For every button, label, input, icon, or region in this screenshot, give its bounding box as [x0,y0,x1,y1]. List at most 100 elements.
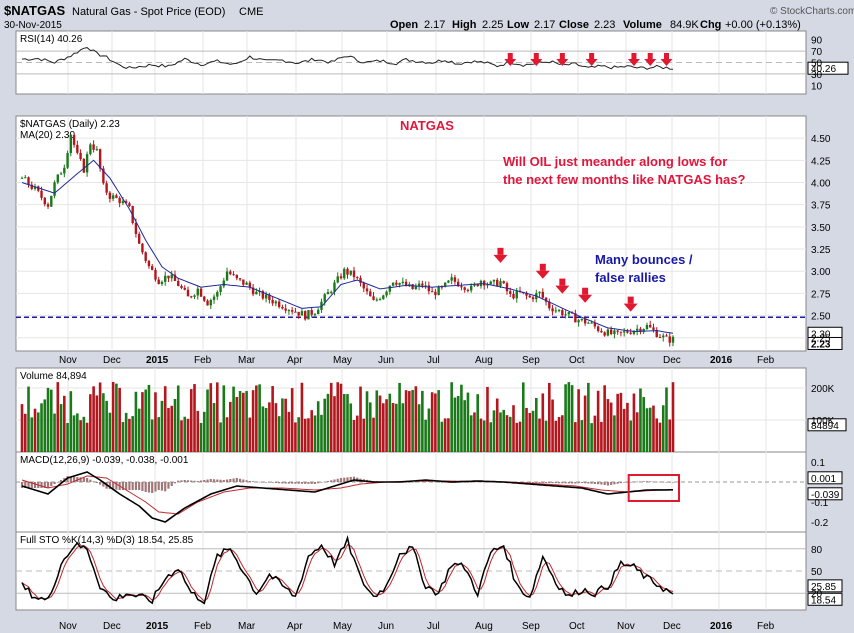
annotation-bounces-line1: Many bounces / [595,252,693,267]
x-axis-tick-label: Feb [194,621,212,632]
volume-bar [665,387,668,452]
macd-histogram-bar [626,482,629,483]
volume-bar [554,420,558,452]
candle-body [590,322,593,324]
candle-body [232,274,235,276]
price-last-value-box [807,336,843,350]
candle-body [271,299,274,304]
macd-histogram-bar [616,482,619,484]
macd-histogram-bar [333,479,336,482]
candle-body [264,294,268,299]
candle-body [141,243,144,253]
candle-body [505,283,509,292]
high-value: 2.25 [482,19,503,31]
macd-histogram-bar [186,480,190,482]
macd-histogram-bar [154,482,157,492]
candle-body [33,186,37,189]
candle-body [326,292,330,295]
candle-body [219,286,222,292]
candle-body [382,295,385,300]
x-axis-tick-label: May [333,621,352,632]
candle-body [453,277,457,282]
candle-body [671,336,675,343]
macd-histogram-bar [528,482,531,483]
rsi-down-arrow-head [556,59,569,66]
volume-bar [163,386,167,452]
candle-body [300,311,304,316]
x-axis-tick-label: Dec [663,621,681,632]
gridlines [16,31,806,610]
candle-body [499,281,502,287]
macd-histogram-bar [434,481,437,483]
candle-body [183,287,186,290]
macd-histogram-bar [632,481,636,483]
macd-histogram-bar [144,482,147,492]
price-tick-label: 2.25 [811,334,831,345]
candle-body [437,286,440,296]
candle-body [531,297,535,300]
volume-bar [359,386,362,452]
volume-bar [362,418,366,452]
volume-bar [82,416,86,452]
candle-body [421,283,424,286]
candle-body [56,174,60,183]
macd-histogram-bar [570,482,574,484]
price-down-arrow-head [493,254,508,263]
macd-histogram-bar [587,482,590,484]
volume-bar [434,393,437,452]
volume-bar [603,385,606,452]
candle-body [391,282,395,286]
candle-body [447,280,450,283]
volume-bar [414,386,418,452]
x-axis-tick-label: Sep [522,355,540,366]
volume-bar [98,382,102,452]
macd-histogram-bar [584,482,587,484]
macd-histogram-bar [46,482,50,488]
candle-body [167,275,170,279]
price-down-arrow-head [578,294,593,303]
volume-bar [567,382,571,452]
annotation-bounces-line2: false rallies [595,270,666,285]
chg-value: +0.00 (+0.13%) [725,19,801,31]
volume-bar [382,403,385,452]
candle-body [411,284,414,290]
candle-body [466,289,470,291]
price-down-arrow-stem [497,247,504,255]
volume-bar [115,383,118,452]
volume-bar [626,402,629,452]
macd-histogram-bar [541,482,544,483]
volume-bar [323,398,327,452]
macd-histogram-bar [636,481,639,483]
macd-histogram-bar [108,482,111,489]
candle-body [277,301,281,307]
candle-body [616,330,619,332]
volume-bar [242,392,245,452]
candle-body [157,279,160,285]
macd-histogram-bar [531,482,535,483]
price-tick-label: 4.25 [811,156,831,167]
price-label: $NATGAS (Daily) 2.23 [20,119,120,130]
macd-histogram-bar [30,482,33,488]
volume-bar [570,385,574,452]
price-tick-label: 4.00 [811,179,831,190]
macd-histogram-bar [346,477,349,482]
volume-bar [281,398,284,452]
volume-bar [333,396,336,452]
volume-bar [619,392,623,452]
macd-histogram-bar [418,481,421,483]
candle-body [427,285,431,292]
macd-histogram-bar [551,482,554,484]
volume-bar [655,418,659,452]
candle-body [79,152,82,159]
macd-histogram-bar [613,482,616,485]
x-axis-tick-label: Feb [757,621,775,632]
volume-bar [326,393,330,452]
macd-highlight-box [627,474,680,502]
candle-body [190,296,193,298]
x-axis-tick-label: Sep [522,621,540,632]
x-axis-tick-label: Apr [287,355,303,366]
macd-tick-label: -0.1 [811,498,829,509]
volume-bar [391,403,395,452]
macd-histogram-bar [193,480,196,482]
candle-body [525,292,528,296]
